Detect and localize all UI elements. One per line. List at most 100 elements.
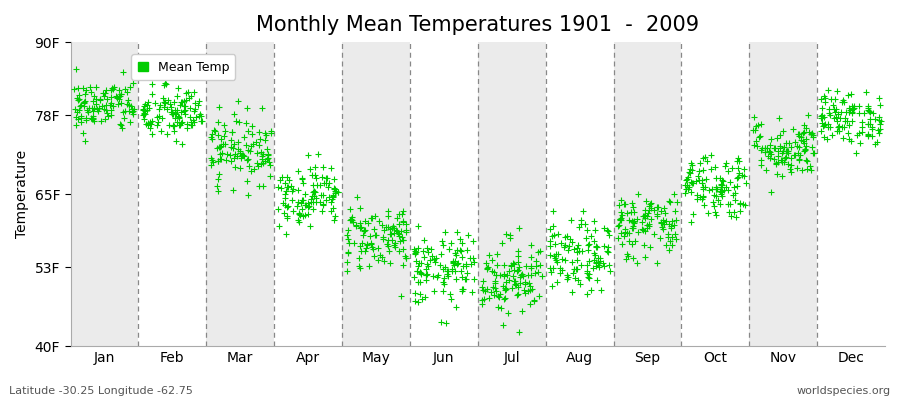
Point	[828, 109, 842, 115]
Point	[240, 147, 255, 153]
Point	[434, 319, 448, 325]
Point	[396, 262, 410, 268]
Point	[592, 258, 607, 264]
Point	[564, 239, 579, 246]
Point	[821, 124, 835, 130]
Point	[450, 247, 464, 253]
Point	[256, 151, 270, 158]
Point	[526, 297, 541, 304]
Point	[830, 128, 844, 134]
Point	[213, 142, 228, 149]
Point	[853, 140, 868, 146]
Point	[407, 246, 421, 252]
Point	[582, 275, 597, 282]
Point	[79, 117, 94, 124]
Point	[386, 222, 400, 229]
Point	[256, 160, 271, 166]
Point	[523, 287, 537, 293]
Point	[68, 106, 83, 112]
Point	[459, 261, 473, 267]
Point	[589, 263, 603, 270]
Point	[515, 308, 529, 314]
Point	[244, 143, 258, 150]
Point	[847, 102, 861, 109]
Point	[324, 165, 338, 172]
Point	[474, 284, 489, 290]
Point	[784, 155, 798, 161]
Point	[781, 140, 796, 147]
Point	[177, 110, 192, 117]
Point	[597, 263, 611, 269]
Point	[94, 97, 108, 103]
Point	[823, 124, 837, 130]
Point	[569, 266, 583, 272]
Point	[280, 212, 294, 219]
Point	[68, 85, 82, 92]
Point	[86, 105, 101, 111]
Point	[588, 227, 602, 233]
Point	[650, 213, 664, 220]
Point	[781, 160, 796, 167]
Point	[589, 259, 603, 266]
Point	[205, 135, 220, 142]
Point	[500, 279, 514, 285]
Point	[302, 203, 317, 209]
Point	[783, 166, 797, 172]
Point	[244, 168, 258, 174]
Point	[237, 134, 251, 140]
Point	[298, 212, 312, 218]
Point	[153, 102, 167, 108]
Point	[385, 237, 400, 243]
Point	[651, 204, 665, 210]
Point	[499, 294, 513, 301]
Y-axis label: Temperature: Temperature	[15, 150, 29, 238]
Point	[757, 149, 771, 155]
Point	[252, 129, 266, 135]
Point	[589, 258, 603, 265]
Point	[504, 285, 518, 292]
Point	[172, 114, 186, 120]
Point	[353, 205, 367, 212]
Point	[840, 118, 854, 125]
Point	[305, 172, 320, 178]
Point	[137, 102, 151, 109]
Point	[638, 215, 652, 222]
Point	[647, 231, 662, 237]
Point	[379, 224, 393, 230]
Point	[137, 110, 151, 117]
Point	[614, 197, 628, 203]
Point	[227, 155, 241, 161]
Point	[302, 210, 316, 217]
Point	[394, 228, 409, 234]
Point	[257, 130, 272, 136]
Point	[828, 114, 842, 120]
Point	[282, 177, 296, 183]
Point	[454, 236, 468, 243]
Point	[491, 304, 505, 310]
Point	[692, 168, 706, 175]
Point	[627, 208, 642, 215]
Point	[817, 122, 832, 128]
Point	[485, 257, 500, 263]
Point	[872, 95, 886, 102]
Point	[834, 109, 849, 116]
Point	[418, 266, 433, 272]
Point	[144, 121, 158, 127]
Point	[618, 201, 633, 208]
Point	[713, 188, 727, 194]
Point	[855, 119, 869, 126]
Point	[620, 230, 634, 236]
Point	[533, 262, 547, 268]
Point	[352, 263, 366, 270]
Point	[223, 144, 238, 150]
Point	[450, 261, 464, 267]
Point	[76, 130, 90, 136]
Point	[412, 290, 427, 297]
Point	[444, 240, 458, 246]
Point	[371, 256, 385, 263]
Point	[122, 102, 137, 108]
Point	[754, 157, 769, 163]
Point	[72, 96, 86, 102]
Point	[161, 97, 176, 104]
Point	[436, 287, 450, 294]
